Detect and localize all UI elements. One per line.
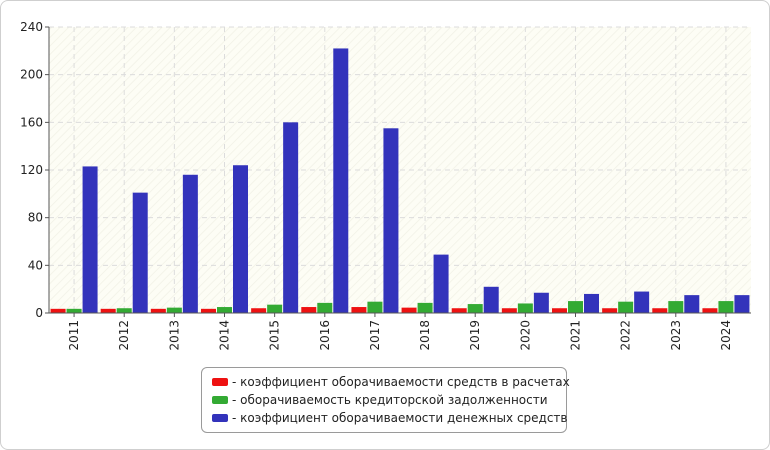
bar xyxy=(100,308,116,313)
y-tick-label: 160 xyxy=(20,115,43,129)
bar xyxy=(317,302,333,313)
bar xyxy=(652,308,668,313)
bar xyxy=(182,174,198,313)
bar xyxy=(602,308,618,313)
legend-label: - коэффициент оборачиваемости денежных с… xyxy=(232,411,568,425)
bar xyxy=(367,301,383,313)
y-tick-label: 240 xyxy=(20,20,43,34)
bar xyxy=(116,308,132,313)
bar xyxy=(517,303,533,313)
legend-item: - коэффициент оборачиваемости денежных с… xyxy=(212,409,568,427)
x-tick-label: 2012 xyxy=(117,320,131,351)
bar xyxy=(233,165,248,313)
bar xyxy=(501,308,517,313)
bar xyxy=(351,307,367,313)
bar xyxy=(533,292,549,313)
x-tick-label: 2011 xyxy=(67,320,81,351)
bar xyxy=(150,308,166,313)
bar xyxy=(718,301,734,313)
bar xyxy=(301,307,317,313)
x-tick-label: 2020 xyxy=(518,320,532,351)
bar xyxy=(66,308,82,313)
bar xyxy=(401,307,417,313)
x-tick-label: 2021 xyxy=(569,320,583,351)
x-tick-label: 2023 xyxy=(669,320,683,351)
legend-item: - оборачиваемость кредиторской задолженн… xyxy=(212,391,566,409)
bar xyxy=(668,301,684,313)
bar xyxy=(82,166,98,313)
bar xyxy=(333,48,349,313)
bar xyxy=(618,301,634,313)
x-tick-label: 2019 xyxy=(468,320,482,351)
bar xyxy=(568,301,583,313)
bar xyxy=(584,293,599,313)
x-tick-label: 2015 xyxy=(268,320,282,351)
x-tick-label: 2013 xyxy=(167,320,181,351)
bar xyxy=(217,307,232,313)
x-tick-label: 2022 xyxy=(619,320,633,351)
bar xyxy=(451,308,467,313)
bar xyxy=(433,254,449,313)
y-tick-labels: 0 40 80 120 160 200 240 xyxy=(20,20,43,320)
legend-swatch-green xyxy=(212,396,228,404)
y-tick-label: 200 xyxy=(20,68,43,82)
bar xyxy=(166,307,182,313)
bar xyxy=(702,308,718,313)
bar xyxy=(467,304,483,313)
y-tick-label: 120 xyxy=(20,163,43,177)
bar xyxy=(267,304,283,313)
bar xyxy=(201,308,216,313)
bar xyxy=(734,295,750,313)
axes xyxy=(45,26,751,317)
legend-swatch-red xyxy=(212,378,228,386)
bar xyxy=(684,295,700,313)
bar xyxy=(50,308,66,313)
bar xyxy=(417,302,433,313)
x-tick-label: 2016 xyxy=(318,320,332,351)
legend-item: - коэффициент оборачиваемости средств в … xyxy=(212,373,570,391)
legend-swatch-blue xyxy=(212,414,228,422)
bar xyxy=(251,308,267,313)
bar xyxy=(483,286,499,313)
y-tick-label: 40 xyxy=(28,258,43,272)
x-tick-label: 2017 xyxy=(368,320,382,351)
bars xyxy=(50,48,750,313)
x-tick-label: 2014 xyxy=(218,320,232,351)
bar xyxy=(383,128,399,313)
legend-label: - коэффициент оборачиваемости средств в … xyxy=(232,375,570,389)
y-tick-label: 0 xyxy=(35,306,43,320)
bar xyxy=(132,192,148,313)
bar xyxy=(634,291,650,313)
x-tick-label: 2018 xyxy=(418,320,432,351)
x-tick-labels: 2011 2012 2013 2014 2015 2016 2017 2018 2019 2020… xyxy=(67,320,733,351)
bar xyxy=(283,122,299,313)
grid-lines xyxy=(49,26,751,313)
legend: - коэффициент оборачиваемости средств в … xyxy=(201,367,570,433)
y-tick-label: 80 xyxy=(28,211,43,225)
bar xyxy=(552,308,567,313)
legend-label: - оборачиваемость кредиторской задолженн… xyxy=(232,393,548,407)
x-tick-label: 2024 xyxy=(719,320,733,351)
